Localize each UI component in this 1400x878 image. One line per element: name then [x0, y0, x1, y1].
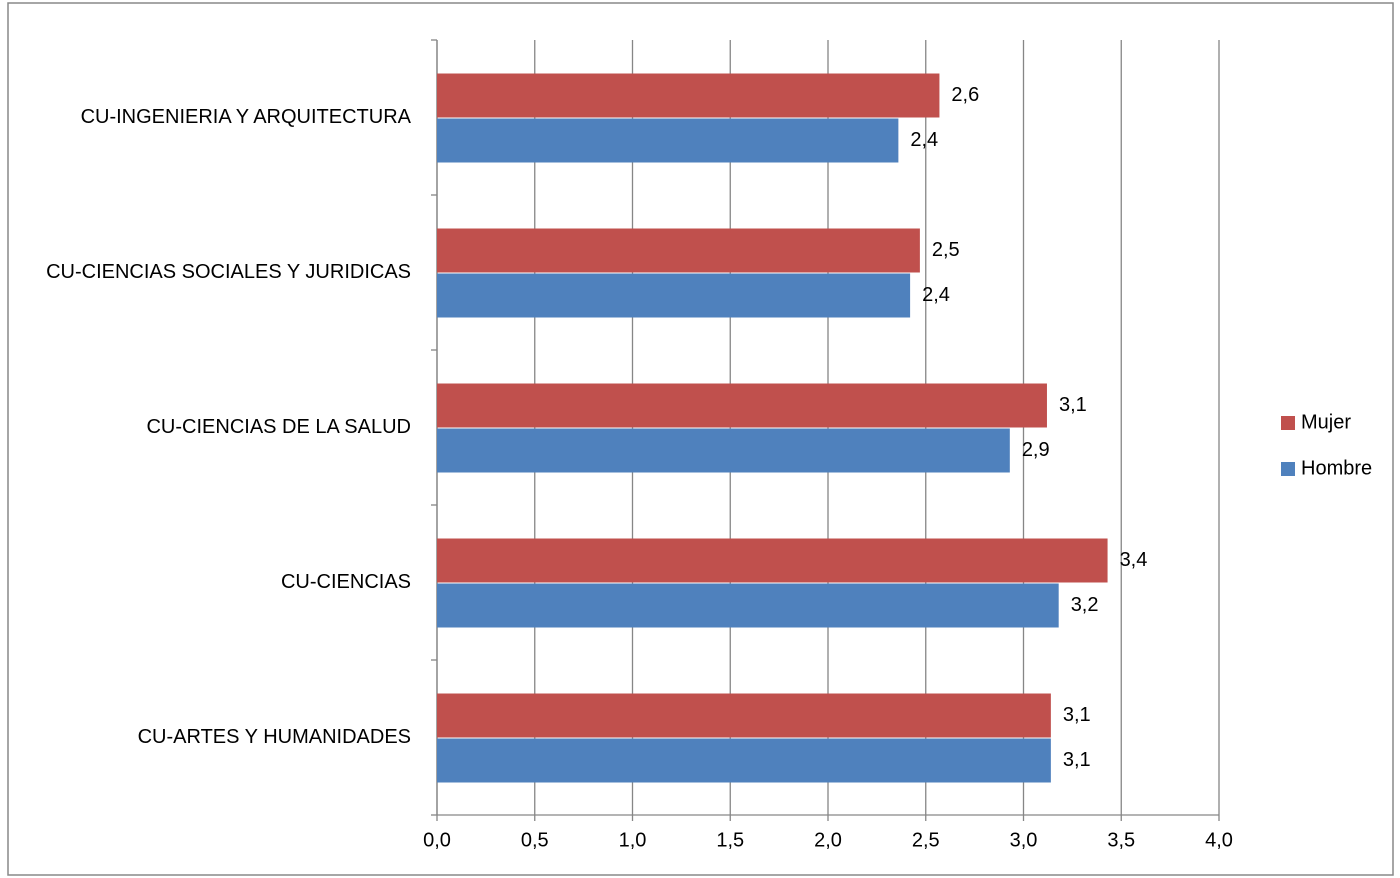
value-label: 2,9: [1022, 439, 1050, 461]
bar: [437, 118, 899, 163]
x-tick-label: 0,5: [521, 829, 549, 851]
value-label: 2,6: [951, 84, 979, 106]
value-label: 3,4: [1120, 549, 1148, 571]
value-label: 3,1: [1059, 394, 1087, 416]
x-tick-label: 2,5: [912, 829, 940, 851]
bar: [437, 538, 1108, 583]
y-tick-label: CU-CIENCIAS DE LA SALUD: [146, 416, 411, 438]
bar: [437, 383, 1047, 428]
value-label: 2,4: [922, 284, 950, 306]
bar: [437, 73, 940, 118]
x-tick-label: 1,0: [619, 829, 647, 851]
value-label: 3,1: [1063, 704, 1091, 726]
value-label: 3,2: [1071, 594, 1099, 616]
legend-swatch: [1281, 462, 1295, 476]
y-tick-label: CU-ARTES Y HUMANIDADES: [138, 726, 411, 748]
legend-label: Mujer: [1301, 411, 1351, 433]
legend-label: Hombre: [1301, 457, 1372, 479]
bar: [437, 228, 920, 273]
x-tick-label: 0,0: [423, 829, 451, 851]
x-tick-label: 4,0: [1205, 829, 1233, 851]
bar: [437, 583, 1059, 628]
bar: [437, 738, 1051, 783]
value-label: 2,4: [910, 129, 938, 151]
legend-swatch: [1281, 416, 1295, 430]
y-tick-label: CU-CIENCIAS: [281, 571, 411, 593]
y-tick-label: CU-INGENIERIA Y ARQUITECTURA: [81, 106, 412, 128]
y-tick-label: CU-CIENCIAS SOCIALES Y JURIDICAS: [46, 261, 411, 283]
value-label: 3,1: [1063, 749, 1091, 771]
bar: [437, 428, 1010, 473]
x-tick-label: 2,0: [814, 829, 842, 851]
x-tick-label: 3,5: [1107, 829, 1135, 851]
value-label: 2,5: [932, 239, 960, 261]
x-tick-label: 3,0: [1010, 829, 1038, 851]
bar: [437, 693, 1051, 738]
x-tick-label: 1,5: [716, 829, 744, 851]
bar: [437, 273, 911, 318]
